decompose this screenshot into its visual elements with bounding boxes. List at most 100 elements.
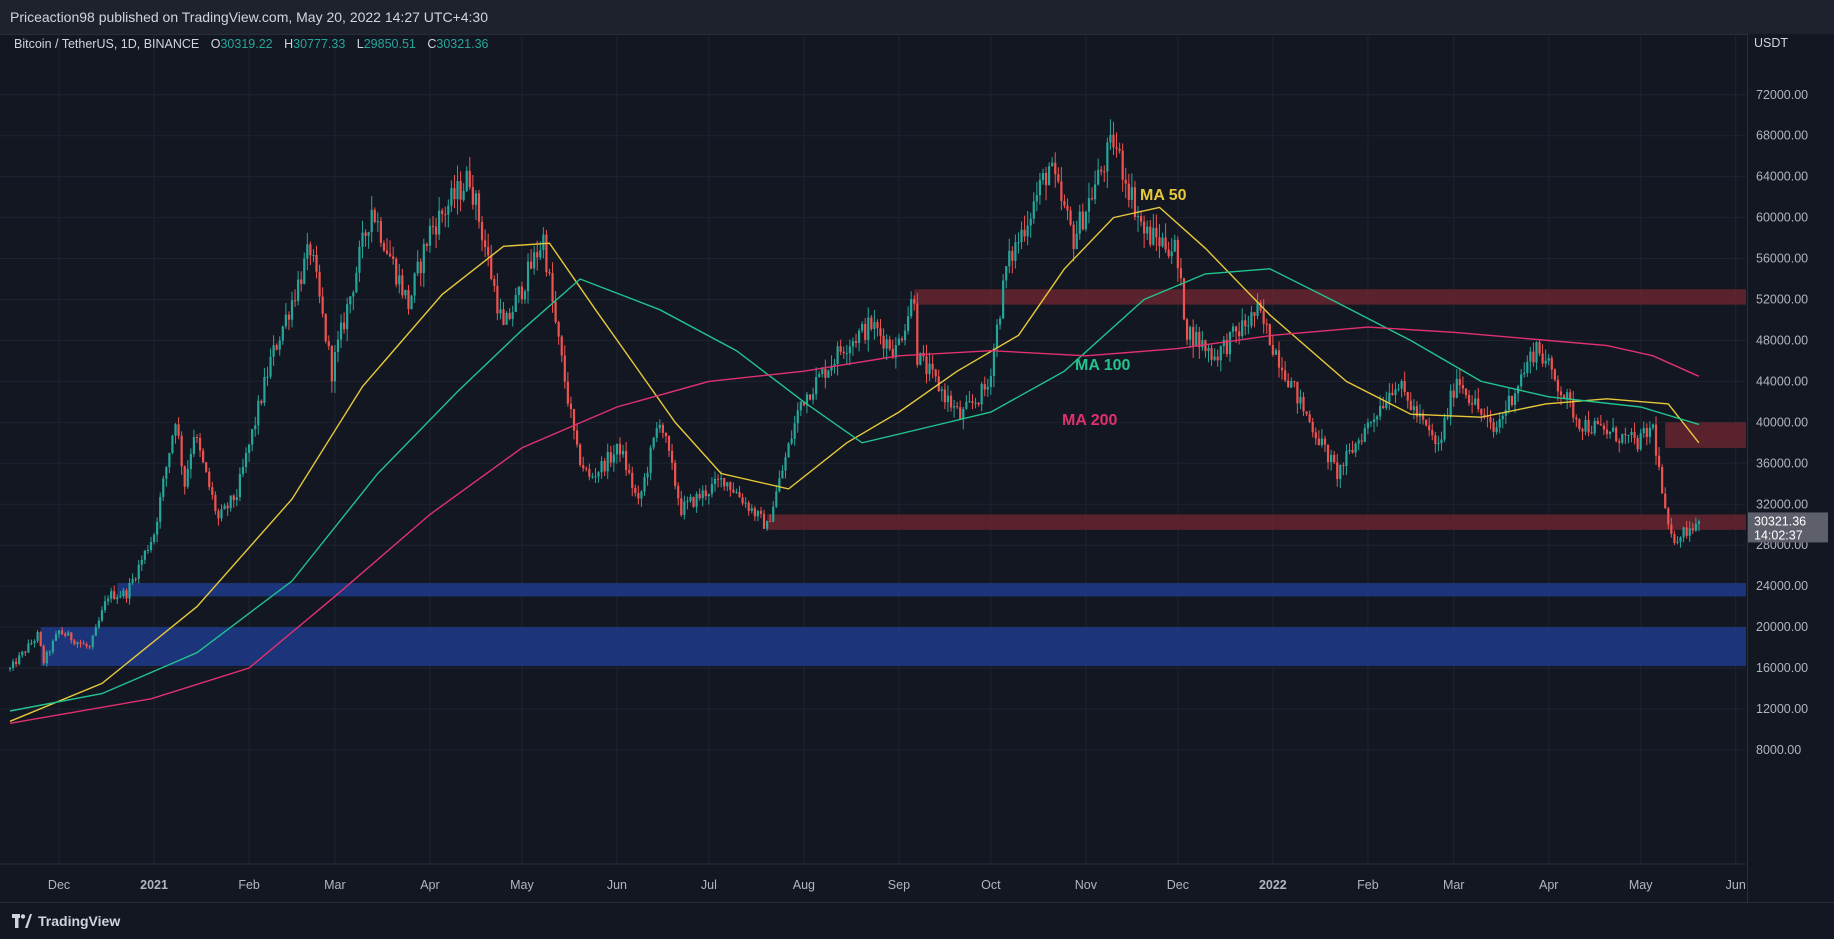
candle bbox=[1369, 421, 1373, 427]
candle bbox=[195, 434, 199, 444]
candle bbox=[110, 587, 113, 603]
candle bbox=[1621, 433, 1624, 445]
footer-bar: TradingView bbox=[0, 902, 1834, 939]
candle bbox=[1023, 215, 1026, 242]
candle bbox=[548, 268, 551, 276]
candle bbox=[149, 536, 153, 553]
price-chart[interactable]: MA 50 MA 100 MA 200 Dec 2021 Feb Mar Apr May Jun… bbox=[0, 34, 1747, 902]
candle bbox=[1268, 323, 1271, 346]
ma50-line[interactable] bbox=[9, 206, 1700, 722]
candle bbox=[772, 501, 775, 523]
candle bbox=[1486, 406, 1489, 428]
ma200-line[interactable] bbox=[9, 326, 1700, 724]
candle bbox=[1492, 418, 1495, 438]
candle bbox=[827, 369, 830, 379]
candle bbox=[1222, 335, 1225, 354]
candle bbox=[1354, 442, 1357, 458]
candle bbox=[128, 578, 131, 605]
candle bbox=[882, 328, 885, 359]
candle bbox=[385, 238, 389, 256]
candle bbox=[1008, 238, 1011, 274]
candle bbox=[505, 311, 508, 325]
candle bbox=[621, 444, 625, 458]
candle bbox=[815, 367, 818, 400]
symbol-legend[interactable]: Bitcoin / TetherUS, 1D, BINANCE O30319.2… bbox=[14, 37, 489, 51]
candle bbox=[1394, 382, 1397, 403]
y-tick-label: 16000.00 bbox=[1756, 661, 1808, 675]
candle bbox=[956, 401, 959, 410]
ma100-line[interactable] bbox=[9, 268, 1700, 712]
candle bbox=[64, 631, 67, 638]
candle bbox=[796, 402, 799, 433]
candle bbox=[747, 500, 750, 516]
candle bbox=[891, 339, 894, 360]
candle bbox=[775, 484, 778, 509]
candle bbox=[655, 422, 658, 443]
candle bbox=[33, 639, 36, 648]
resistance-zone-3[interactable] bbox=[767, 514, 1746, 530]
candle bbox=[1146, 220, 1149, 241]
tradingview-logo[interactable]: TradingView bbox=[12, 913, 120, 929]
chart-pane[interactable]: MA 50 MA 100 MA 200 Dec 2021 Feb Mar Apr May Jun… bbox=[0, 34, 1747, 902]
high-label: H bbox=[284, 37, 294, 51]
candle bbox=[1155, 214, 1158, 252]
candle bbox=[910, 291, 913, 319]
support-zone-5[interactable] bbox=[40, 627, 1746, 667]
candle bbox=[1051, 157, 1054, 167]
candle bbox=[557, 320, 560, 345]
candle bbox=[643, 473, 646, 496]
close-value: 30321.36 bbox=[436, 37, 489, 51]
candle bbox=[1587, 410, 1590, 437]
candle bbox=[496, 273, 499, 321]
candle bbox=[940, 386, 943, 402]
candle bbox=[1164, 223, 1167, 254]
candle bbox=[453, 174, 456, 209]
candle bbox=[428, 218, 432, 253]
candle bbox=[879, 318, 882, 345]
candle bbox=[551, 262, 554, 313]
time-axis: Dec 2021 Feb Mar Apr May Jun Jul Aug Sep Oct Nov Dec… bbox=[0, 863, 1746, 892]
candle bbox=[575, 423, 579, 448]
candle bbox=[367, 231, 370, 249]
x-tick-label: Aug bbox=[793, 878, 815, 892]
candle bbox=[1185, 317, 1189, 345]
price-axis-scale[interactable]: USDT 72000.00 68000.00 64000.00 60000.00 560… bbox=[1748, 34, 1834, 902]
candle bbox=[1265, 318, 1268, 334]
candle bbox=[97, 617, 100, 630]
x-tick-label: Apr bbox=[420, 878, 439, 892]
resistance-zone-2[interactable] bbox=[1665, 422, 1746, 448]
candle bbox=[652, 437, 655, 451]
x-tick-label: 2022 bbox=[1259, 878, 1287, 892]
candle bbox=[1078, 204, 1081, 240]
x-tick-label: Feb bbox=[238, 878, 260, 892]
candle bbox=[952, 399, 956, 418]
candle bbox=[1167, 241, 1170, 259]
candle bbox=[769, 514, 772, 523]
resistance-zone-1[interactable] bbox=[914, 289, 1746, 305]
candle bbox=[876, 319, 879, 337]
last-price-tag: 30321.36 14:02:37 bbox=[1748, 512, 1828, 543]
candle bbox=[1213, 348, 1216, 362]
candle bbox=[1428, 417, 1431, 437]
candle bbox=[45, 649, 48, 667]
candle bbox=[450, 180, 453, 212]
candle bbox=[1425, 419, 1428, 427]
candle bbox=[1118, 142, 1121, 154]
support-zone-4[interactable] bbox=[117, 583, 1747, 597]
candle bbox=[284, 302, 287, 329]
candle bbox=[1130, 173, 1133, 209]
candle bbox=[82, 640, 85, 645]
candle bbox=[609, 445, 612, 468]
candle bbox=[1244, 313, 1247, 336]
candle bbox=[646, 466, 649, 486]
candle bbox=[346, 297, 349, 342]
candle bbox=[830, 355, 833, 377]
candle bbox=[1645, 423, 1648, 446]
candle bbox=[922, 345, 925, 362]
candle bbox=[701, 485, 704, 507]
candle bbox=[1575, 414, 1578, 428]
candle bbox=[1529, 347, 1532, 374]
candle bbox=[579, 443, 582, 467]
candle bbox=[1584, 415, 1587, 436]
price-axis[interactable]: USDT 72000.00 68000.00 64000.00 60000.00 560… bbox=[1747, 34, 1834, 902]
